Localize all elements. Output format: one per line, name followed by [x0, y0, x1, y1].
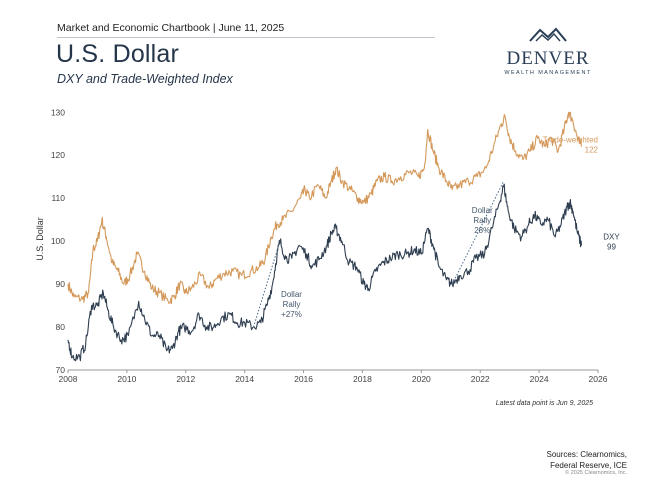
y-tick-label-80: 80 [56, 322, 66, 332]
logo-subtitle: WEALTH MANAGEMENT [504, 70, 592, 76]
page-title: U.S. Dollar [56, 40, 180, 68]
company-logo: DENVER WEALTH MANAGEMENT [500, 26, 596, 76]
series-label-trade-0: Trade-weighted [543, 136, 598, 145]
x-tick-label-2010: 2010 [117, 374, 136, 384]
series-line-dxy [67, 183, 583, 362]
series-label-dxy-0: DXY [603, 232, 620, 241]
x-tick-label-2024: 2024 [530, 374, 549, 384]
x-tick-label-2012: 2012 [176, 374, 195, 384]
x-tick-label-2022: 2022 [471, 374, 490, 384]
header-rule [57, 37, 435, 38]
series-label-dxy-1: 99 [607, 242, 616, 251]
y-axis-label: U.S. Dollar [35, 217, 45, 261]
latest-data-note: Latest data point is Jun 9, 2025 [495, 400, 593, 407]
mountain-icon [529, 27, 567, 42]
x-tick-label-2016: 2016 [294, 374, 313, 384]
logo-word: DENVER [506, 48, 590, 69]
x-tick-label-2026: 2026 [589, 374, 608, 384]
series-line-trade [67, 111, 583, 305]
annotation-label-rally1-0: Dollar [281, 290, 302, 299]
x-tick-label-2020: 2020 [412, 374, 431, 384]
y-tick-label-90: 90 [56, 279, 66, 289]
sources-line-1: Sources: Clearnomics, [546, 450, 627, 459]
y-tick-label-70: 70 [56, 365, 66, 375]
copyright: © 2025 Clearnomics, Inc. [565, 470, 627, 476]
annotation-label-rally1-2: +27% [281, 310, 302, 319]
page-subtitle: DXY and Trade-Weighted Index [57, 72, 233, 86]
sources: Sources: Clearnomics, Federal Reserve, I… [547, 449, 627, 471]
annotation-label-rally1-1: Rally [283, 300, 301, 309]
series-label-trade-1: 122 [585, 146, 599, 155]
annotation-label-rally2-2: 28% [474, 226, 490, 235]
chartbook-header: Market and Economic Chartbook | June 11,… [57, 22, 285, 34]
x-tick-label-2014: 2014 [235, 374, 254, 384]
annotation-label-rally2-0: Dollar [472, 206, 493, 215]
x-tick-label-2008: 2008 [59, 374, 78, 384]
annotation-label-rally2-1: Rally [473, 216, 491, 225]
y-tick-label-130: 130 [51, 107, 65, 117]
sources-line-2: Federal Reserve, ICE [550, 461, 627, 470]
y-tick-label-100: 100 [51, 236, 65, 246]
y-tick-label-110: 110 [51, 193, 65, 203]
x-tick-label-2018: 2018 [353, 374, 372, 384]
annotation-line-rally2 [451, 180, 505, 285]
y-tick-label-120: 120 [51, 150, 65, 160]
